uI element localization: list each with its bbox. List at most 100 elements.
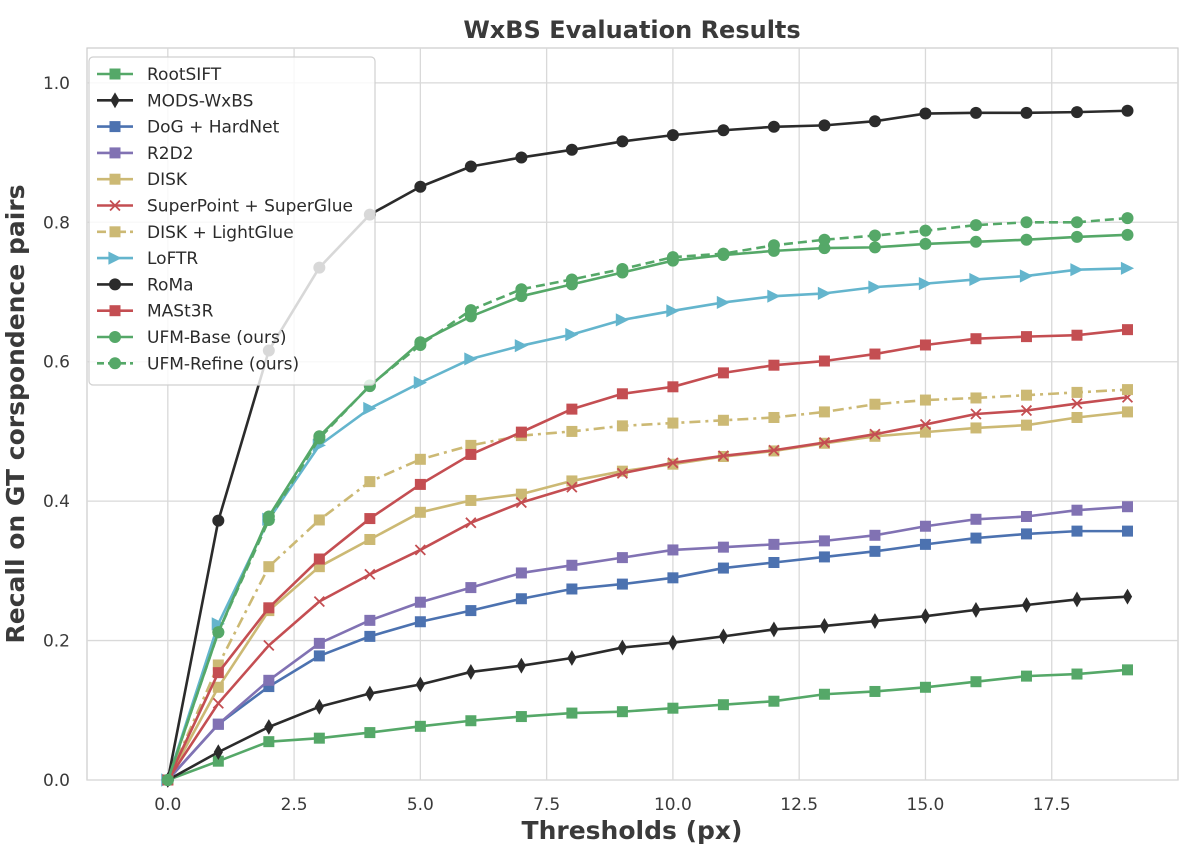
data-point bbox=[515, 593, 527, 605]
data-point bbox=[716, 295, 731, 310]
data-point bbox=[1071, 504, 1083, 516]
data-point bbox=[414, 180, 427, 193]
legend-item: SuperPoint + SuperGlue bbox=[97, 197, 353, 217]
data-point bbox=[566, 475, 578, 487]
data-point bbox=[869, 685, 881, 697]
data-point bbox=[1070, 263, 1084, 277]
series-line bbox=[166, 216, 1128, 781]
data-point bbox=[818, 355, 830, 367]
data-point bbox=[1071, 329, 1083, 341]
legend-item: MASt3R bbox=[97, 302, 214, 322]
series-line bbox=[167, 668, 1128, 782]
data-point bbox=[767, 120, 780, 133]
data-point bbox=[1070, 106, 1083, 119]
data-point bbox=[616, 706, 628, 718]
data-point bbox=[515, 488, 527, 500]
data-point bbox=[264, 719, 274, 735]
x-tick-label: 5.0 bbox=[407, 795, 434, 815]
data-point bbox=[414, 453, 426, 465]
data-point bbox=[212, 667, 224, 679]
data-point bbox=[869, 529, 881, 541]
data-point bbox=[818, 688, 830, 700]
data-point bbox=[869, 428, 881, 440]
data-point bbox=[919, 538, 931, 550]
data-point bbox=[161, 774, 174, 786]
data-point bbox=[818, 535, 830, 547]
data-point bbox=[717, 562, 729, 574]
data-point bbox=[869, 430, 881, 442]
data-point bbox=[464, 304, 477, 317]
data-point bbox=[212, 718, 224, 730]
legend-label: DISK + LightGlue bbox=[147, 223, 294, 243]
data-point bbox=[1121, 212, 1134, 225]
data-point bbox=[919, 426, 931, 438]
data-point bbox=[212, 626, 225, 639]
data-point bbox=[919, 418, 932, 431]
data-point bbox=[667, 417, 679, 429]
data-point bbox=[768, 411, 780, 423]
data-point bbox=[516, 657, 526, 674]
data-point bbox=[868, 280, 882, 294]
data-point bbox=[818, 436, 831, 449]
data-point bbox=[465, 605, 477, 617]
data-point bbox=[919, 107, 932, 120]
data-point bbox=[1020, 216, 1033, 229]
x-tick-label: 12.5 bbox=[780, 795, 818, 815]
data-point bbox=[869, 545, 881, 557]
data-point bbox=[1121, 228, 1134, 241]
legend-label: LoFTR bbox=[147, 249, 198, 269]
data-point bbox=[717, 414, 729, 426]
data-point bbox=[566, 559, 578, 571]
data-point bbox=[364, 533, 376, 545]
data-point bbox=[1072, 591, 1082, 608]
data-point bbox=[817, 286, 832, 300]
data-point bbox=[465, 448, 477, 460]
x-tick-label: 0.0 bbox=[154, 795, 181, 815]
data-point bbox=[363, 401, 377, 416]
data-point bbox=[414, 338, 427, 351]
data-point bbox=[263, 681, 275, 693]
legend-label: RootSIFT bbox=[147, 65, 222, 85]
data-point bbox=[969, 219, 982, 232]
data-point bbox=[818, 233, 831, 246]
data-point bbox=[413, 376, 427, 390]
legend-label: DISK bbox=[147, 170, 188, 190]
legend-marker bbox=[110, 92, 120, 109]
data-point bbox=[464, 160, 477, 173]
data-point bbox=[970, 392, 982, 404]
data-point bbox=[1071, 411, 1083, 423]
data-point bbox=[565, 327, 579, 342]
data-point bbox=[969, 106, 982, 119]
data-point bbox=[1020, 510, 1032, 522]
data-point bbox=[667, 381, 679, 393]
legend-item: UFM-Refine (ours) bbox=[97, 354, 299, 374]
y-tick-label: 0.8 bbox=[43, 213, 70, 233]
y-tick-label: 0.6 bbox=[43, 353, 70, 373]
data-point bbox=[466, 664, 476, 680]
data-point bbox=[616, 420, 628, 432]
data-point bbox=[1019, 269, 1034, 283]
plot-area: 0.0 2.5 5.0 7.5 10.0 12.5 15.0 17.5 0.0 0.2 0.4 0.6… bbox=[43, 47, 1179, 815]
data-point bbox=[1121, 501, 1133, 513]
data-point bbox=[1020, 670, 1032, 682]
data-point bbox=[718, 628, 729, 645]
data-point bbox=[1071, 525, 1083, 537]
data-point bbox=[212, 514, 225, 527]
data-point bbox=[717, 124, 730, 137]
data-point bbox=[818, 551, 830, 563]
data-point bbox=[515, 426, 527, 438]
y-tick-label: 1.0 bbox=[43, 74, 70, 94]
data-point bbox=[970, 676, 982, 688]
data-point bbox=[667, 572, 679, 584]
chart-title: WxBS Evaluation Results bbox=[463, 16, 800, 44]
legend-label: RoMa bbox=[147, 275, 194, 295]
data-point bbox=[365, 685, 375, 702]
data-point bbox=[818, 119, 831, 132]
data-point bbox=[465, 582, 477, 594]
y-tick-label: 0.4 bbox=[43, 492, 70, 512]
data-point bbox=[263, 674, 275, 686]
data-point bbox=[1122, 588, 1133, 605]
x-axis-label: Thresholds (px) bbox=[522, 816, 743, 845]
data-point bbox=[313, 561, 325, 573]
